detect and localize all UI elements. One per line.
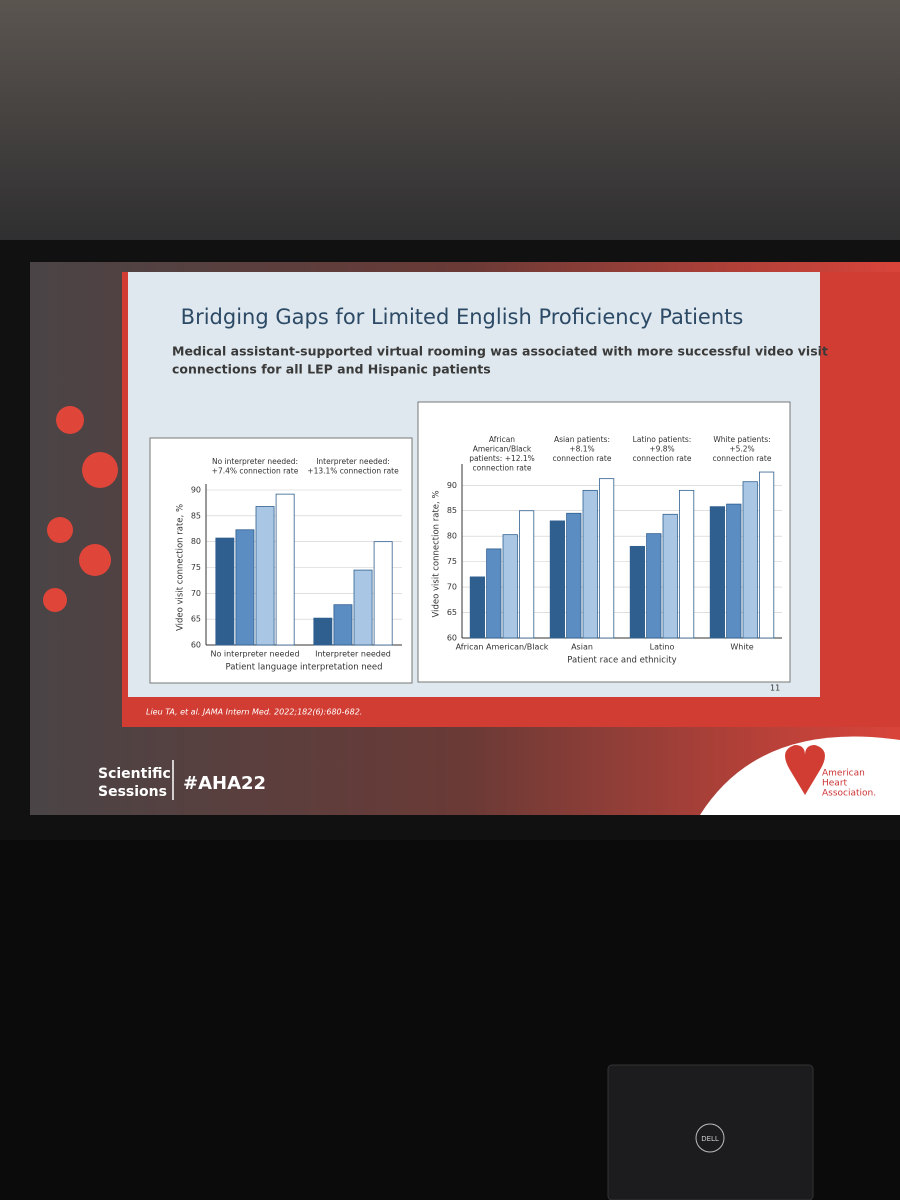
annotation: No interpreter needed:	[212, 457, 298, 466]
y-tick-label: 65	[447, 608, 457, 617]
bar	[629, 545, 646, 639]
annotation: American/Black	[473, 445, 532, 454]
annotation: connection rate	[633, 454, 692, 463]
annotation: Interpreter needed:	[316, 457, 390, 466]
y-tick-label: 90	[191, 486, 201, 495]
laptop	[607, 1064, 814, 1200]
y-tick-label: 85	[191, 511, 201, 520]
bar	[549, 520, 566, 639]
bar	[662, 513, 678, 639]
x-tick-label: Asian	[571, 643, 593, 652]
subtitle: connections for all LEP and Hispanic pat…	[172, 362, 491, 377]
annotation: connection rate	[713, 454, 772, 463]
annotation: +7.4% connection rate	[212, 467, 299, 476]
bar	[275, 493, 295, 646]
x-axis-label: Patient language interpretation need	[225, 663, 382, 673]
x-axis-label: Patient race and ethnicity	[567, 656, 676, 666]
annotation: +5.2%	[729, 445, 754, 454]
hashtag: #AHA22	[183, 773, 266, 794]
logo-heart	[785, 745, 825, 795]
y-tick-label: 75	[447, 557, 457, 566]
annotation: Latino patients:	[633, 435, 692, 444]
bar	[709, 506, 726, 639]
bar	[502, 534, 518, 639]
y-tick-label: 85	[447, 506, 457, 515]
logo-text: American	[822, 769, 865, 779]
slide-title: Bridging Gaps for Limited English Profic…	[181, 305, 744, 329]
bar	[333, 604, 353, 646]
bar	[255, 506, 275, 646]
bar	[566, 512, 582, 639]
bar	[726, 503, 742, 639]
y-tick-label: 65	[191, 615, 201, 624]
annotation: Asian patients:	[554, 435, 610, 444]
annotation: patients: +12.1%	[469, 454, 535, 463]
bar	[353, 569, 373, 646]
y-tick-label: 60	[191, 641, 201, 650]
annotation: connection rate	[553, 454, 612, 463]
annotation: connection rate	[473, 464, 532, 473]
y-tick-label: 60	[447, 634, 457, 643]
y-tick-label: 70	[191, 589, 201, 598]
x-tick-label: African American/Black	[456, 643, 549, 652]
x-tick-label: Interpreter needed	[315, 650, 391, 659]
bar	[313, 617, 333, 646]
x-tick-label: White	[730, 643, 753, 652]
y-tick-label: 80	[447, 532, 457, 541]
logo-text: Association.	[822, 789, 876, 799]
y-axis-label: Video visit connection rate, %	[176, 504, 186, 631]
decor	[43, 406, 118, 612]
bar	[373, 541, 393, 646]
bar	[235, 529, 255, 646]
bar	[742, 481, 758, 639]
event-name: Sessions	[98, 784, 167, 800]
laptop-brand: DELL	[701, 1135, 719, 1143]
y-tick-label: 80	[191, 537, 201, 546]
y-tick-label: 70	[447, 583, 457, 592]
bar	[215, 537, 235, 646]
wall	[0, 0, 900, 260]
bar	[679, 489, 695, 639]
x-tick-label: Latino	[650, 643, 675, 652]
footnote: Lieu TA, et al. JAMA Intern Med. 2022;18…	[146, 708, 362, 717]
bar	[599, 478, 615, 639]
laptop-logo	[695, 1123, 725, 1153]
bar	[469, 576, 486, 639]
logo-text: Heart	[822, 779, 848, 789]
subtitle: Medical assistant-supported virtual room…	[172, 344, 828, 359]
annotation: White patients:	[713, 435, 770, 444]
y-tick-label: 75	[191, 563, 201, 572]
bar	[486, 548, 502, 639]
bar	[582, 489, 598, 639]
y-axis-label: Video visit connection rate, %	[432, 490, 442, 617]
page-number: 11	[770, 684, 780, 693]
annotation: +9.8%	[649, 445, 674, 454]
annotation: +8.1%	[569, 445, 594, 454]
bar	[646, 533, 662, 639]
annotation: +13.1% connection rate	[307, 467, 399, 476]
annotation: African	[489, 435, 515, 444]
bar	[519, 510, 535, 639]
y-tick-label: 90	[447, 481, 457, 490]
event-name: Scientific	[98, 766, 171, 782]
x-tick-label: No interpreter needed	[210, 650, 299, 659]
bar	[759, 471, 775, 639]
